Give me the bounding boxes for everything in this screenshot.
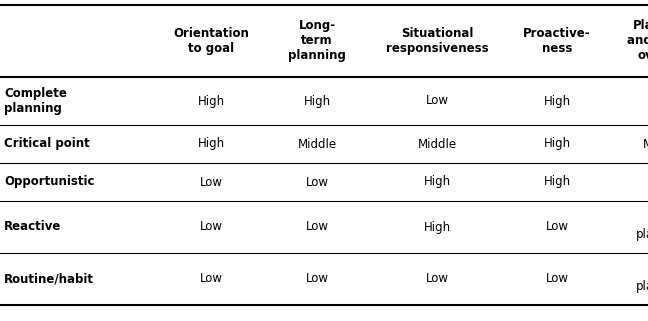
Text: High: High (544, 176, 570, 188)
Text: High: High (423, 221, 450, 233)
Text: Low: Low (426, 94, 448, 108)
Text: Reactive: Reactive (4, 221, 62, 233)
Text: High: High (544, 94, 570, 108)
Text: Routine/habit: Routine/habit (4, 273, 94, 285)
Text: No
planning: No planning (636, 265, 648, 293)
Text: No
planning: No planning (636, 213, 648, 241)
Text: Critical point: Critical point (4, 137, 90, 151)
Text: High: High (544, 137, 570, 151)
Text: Low: Low (305, 176, 329, 188)
Text: Long-
term
planning: Long- term planning (288, 20, 346, 63)
Text: Low: Low (546, 221, 568, 233)
Text: Low: Low (200, 273, 222, 285)
Text: Middle: Middle (642, 137, 648, 151)
Text: Low: Low (200, 176, 222, 188)
Text: Proactive-
ness: Proactive- ness (523, 27, 591, 55)
Text: Planning
and action
overlap: Planning and action overlap (627, 20, 648, 63)
Text: Low: Low (305, 221, 329, 233)
Text: Low: Low (200, 221, 222, 233)
Text: High: High (198, 94, 225, 108)
Text: High: High (198, 137, 225, 151)
Text: Middle: Middle (297, 137, 336, 151)
Text: High: High (423, 176, 450, 188)
Text: Low: Low (546, 273, 568, 285)
Text: Orientation
to goal: Orientation to goal (173, 27, 249, 55)
Text: Complete
planning: Complete planning (4, 87, 67, 115)
Text: Low: Low (426, 273, 448, 285)
Text: Low: Low (305, 273, 329, 285)
Text: Opportunistic: Opportunistic (4, 176, 95, 188)
Text: High: High (303, 94, 330, 108)
Text: Situational
responsiveness: Situational responsiveness (386, 27, 489, 55)
Text: Middle: Middle (417, 137, 457, 151)
